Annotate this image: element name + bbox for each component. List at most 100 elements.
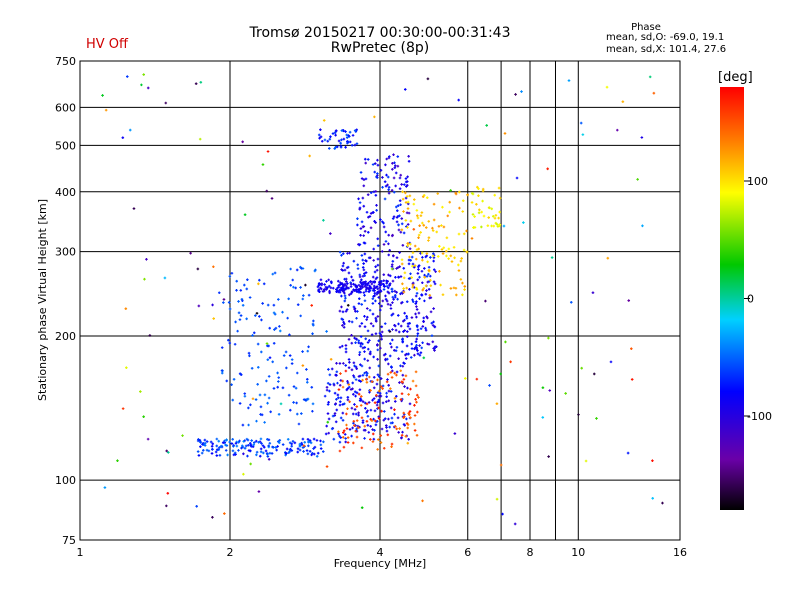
data-point [299,314,302,318]
data-point [255,453,258,457]
data-point [325,280,328,283]
data-point [201,443,204,446]
y-tick-label: 500 [55,139,76,152]
data-point [379,290,383,293]
data-point [327,417,331,421]
data-point [315,454,319,458]
data-point [378,331,382,335]
data-point [547,455,550,458]
data-point [354,429,358,433]
data-point [406,226,409,229]
data-point [405,195,409,198]
data-point [247,406,250,410]
data-point [355,290,358,293]
data-point [209,440,213,444]
data-point [312,452,316,456]
data-point [482,214,486,218]
data-point [454,286,458,290]
data-point [367,287,370,290]
data-point [228,307,232,311]
data-point [351,387,354,391]
data-point [368,339,371,342]
data-point [371,163,375,166]
data-point [275,448,278,452]
data-point [354,341,357,345]
data-point [387,389,391,393]
data-point [420,211,424,214]
data-point [382,279,386,283]
data-point [454,191,458,195]
data-point [328,373,332,377]
data-point [344,284,348,288]
data-point [359,342,363,346]
data-point [408,194,412,198]
data-point [405,286,408,290]
data-point [372,284,376,288]
data-point [432,256,436,259]
data-point [358,287,362,290]
data-point [580,366,583,370]
plot-frame [79,60,681,541]
data-point [232,444,235,447]
data-point [301,364,305,367]
data-point [422,286,426,290]
data-point [236,329,239,333]
data-point [409,219,413,223]
data-point [436,192,440,195]
data-point [372,355,375,359]
data-point [446,214,450,218]
data-point [355,337,358,341]
data-point [335,129,338,132]
data-point [376,373,380,377]
data-point [327,284,331,288]
data-point [402,210,405,213]
data-point [363,274,367,278]
data-point [326,403,330,406]
data-point [353,336,356,340]
data-point [375,204,378,207]
data-point [390,290,394,293]
data-point [414,257,418,261]
data-point [407,393,410,396]
x-tick-label: 10 [571,546,585,559]
data-point [343,299,347,303]
data-point [343,294,347,298]
data-point [372,437,376,441]
data-point [414,397,417,401]
data-point [143,277,146,281]
data-point [432,259,435,263]
data-point [262,445,266,449]
data-point [258,278,261,282]
data-point [291,278,295,282]
data-point [381,384,385,388]
data-point [195,505,198,508]
data-point [379,385,383,388]
data-point [503,132,507,135]
data-point [384,184,388,188]
data-point [369,226,373,230]
data-point [242,472,245,476]
data-point [360,254,364,257]
data-point [395,345,399,349]
data-point [403,362,406,365]
data-point [365,307,369,310]
data-point [387,362,390,366]
data-point [477,194,480,198]
data-point [220,346,224,349]
data-point [341,385,345,389]
data-point [425,289,428,292]
data-point [450,260,454,263]
data-point [373,270,377,274]
data-point [373,294,376,298]
data-point [291,440,295,443]
data-point [484,299,487,303]
data-point [461,210,465,213]
data-point [376,348,380,352]
data-point [224,443,227,447]
data-point [277,376,281,379]
data-point [470,201,474,204]
data-point [415,324,419,327]
data-point [242,452,245,456]
data-point [426,260,429,264]
